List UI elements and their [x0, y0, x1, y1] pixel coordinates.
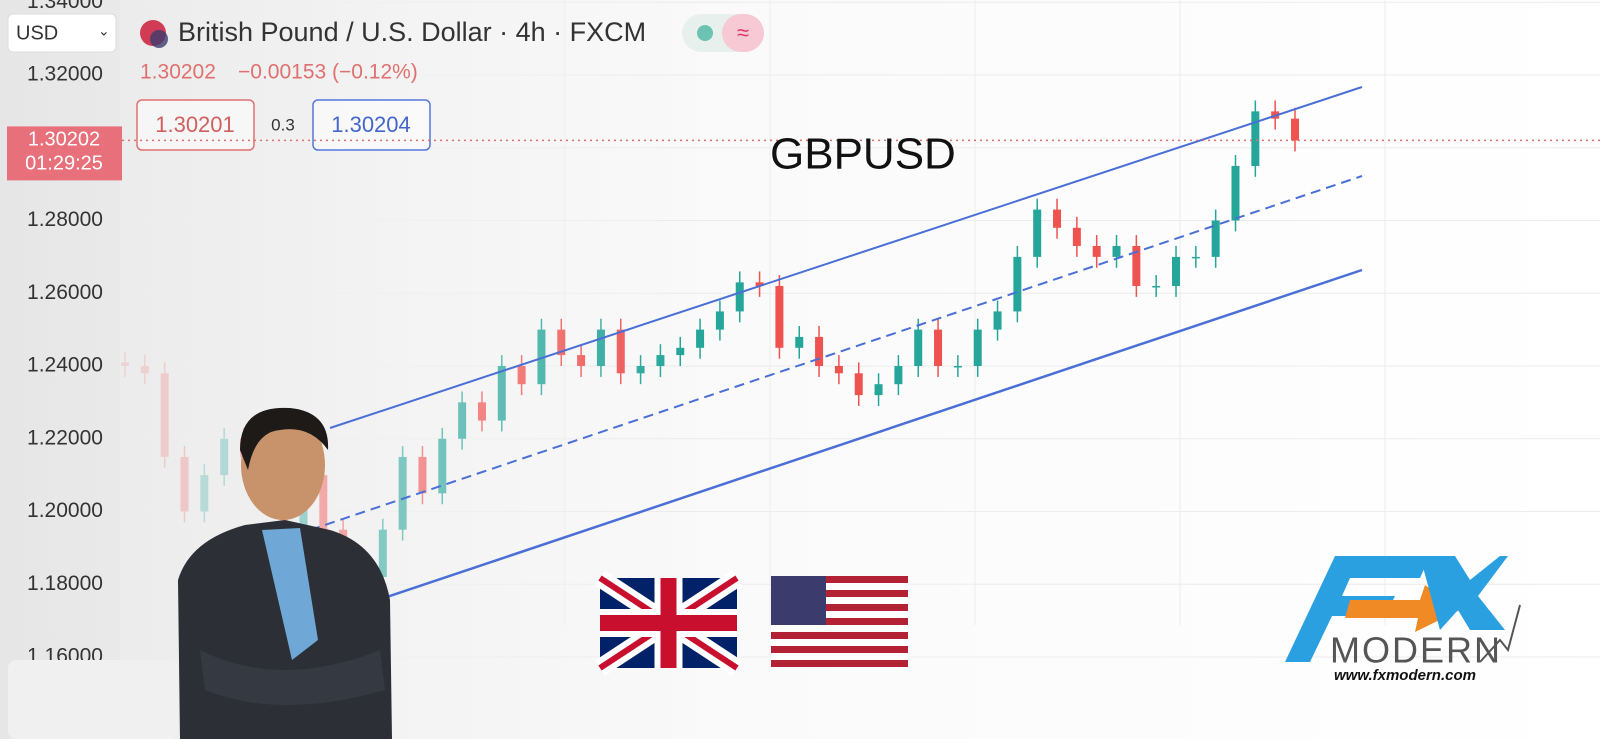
price-tag-box: [7, 126, 122, 181]
channel-lower: [359, 268, 1363, 608]
candle-body: [854, 373, 863, 396]
candle-body: [1251, 111, 1260, 166]
candle-body: [1072, 227, 1081, 246]
bid-button[interactable]: [136, 99, 255, 151]
status-icon: ≈: [737, 20, 749, 45]
candle-body: [834, 366, 843, 374]
channel-upper: [329, 86, 1363, 429]
candle-body: [993, 311, 1002, 330]
candle-body: [676, 347, 685, 356]
candle-body: [775, 285, 784, 348]
candle-body: [874, 384, 883, 396]
ask-price: 1.30204: [331, 112, 411, 137]
last-price: 1.30202: [140, 61, 216, 84]
spread: 0.3: [271, 115, 295, 134]
candle-body: [1092, 245, 1101, 257]
y-tick-label: 1.32000: [27, 63, 103, 86]
candle-body: [795, 336, 804, 348]
logo-url: www.fxmodern.com: [1334, 667, 1476, 684]
candle-body: [1152, 285, 1161, 288]
candle-body: [1172, 256, 1181, 286]
presenter-photo: [178, 407, 392, 739]
candle-body: [1033, 209, 1042, 257]
price-tag-countdown: 01:29:25: [25, 153, 103, 175]
candle-body: [1112, 245, 1121, 257]
y-tick-label: 1.26000: [27, 281, 103, 304]
fxmodern-logo: MODERN www.fxmodern.com: [1285, 556, 1521, 684]
y-tick-label: 1.34000: [27, 0, 103, 13]
candle-body: [815, 336, 824, 366]
y-tick-label: 1.18000: [27, 572, 103, 595]
bottom-panel: [8, 660, 178, 739]
bid-price: 1.30201: [155, 112, 235, 137]
candle-body: [1291, 118, 1299, 141]
y-tick-label: 1.22000: [27, 426, 103, 449]
candle-body: [1231, 165, 1240, 221]
candle-body: [1053, 209, 1062, 228]
candle-body: [953, 366, 962, 368]
dropdown-caret: ⌄: [98, 23, 110, 39]
header-title: British Pound / U.S. Dollar · 4h · FXCM: [178, 17, 646, 47]
status-pill-right: [722, 14, 764, 52]
symbol-select[interactable]: [7, 13, 117, 53]
symbol-icon: [150, 30, 168, 48]
candle-body: [715, 311, 724, 330]
candle-body: [1191, 256, 1200, 259]
y-tick-label: 1.20000: [27, 499, 103, 522]
logo-word: MODERN: [1330, 630, 1502, 671]
price-change: −0.00153 (−0.12%): [238, 61, 418, 84]
y-tick-label: 1.28000: [27, 208, 103, 231]
channel-mid: [309, 175, 1363, 531]
ask-button[interactable]: [312, 99, 431, 151]
uk-flag: [595, 570, 742, 676]
candle-body: [755, 282, 764, 286]
candle-body: [1132, 245, 1141, 286]
candle-body: [735, 282, 744, 312]
candle-body: [914, 329, 923, 366]
candle-body: [1211, 220, 1220, 257]
status-dot: [697, 25, 713, 41]
symbol-select-text: USD: [16, 22, 58, 44]
candle-body: [894, 366, 903, 385]
candle-body: [934, 329, 943, 366]
candle-body: [1013, 256, 1022, 312]
candle-body: [696, 329, 705, 348]
us-flag: [771, 576, 908, 667]
chart-title: GBPUSD: [770, 130, 956, 179]
price-tag-label: 1.30202: [28, 129, 100, 151]
y-tick-label: 1.24000: [27, 354, 103, 377]
candle-body: [973, 329, 982, 366]
